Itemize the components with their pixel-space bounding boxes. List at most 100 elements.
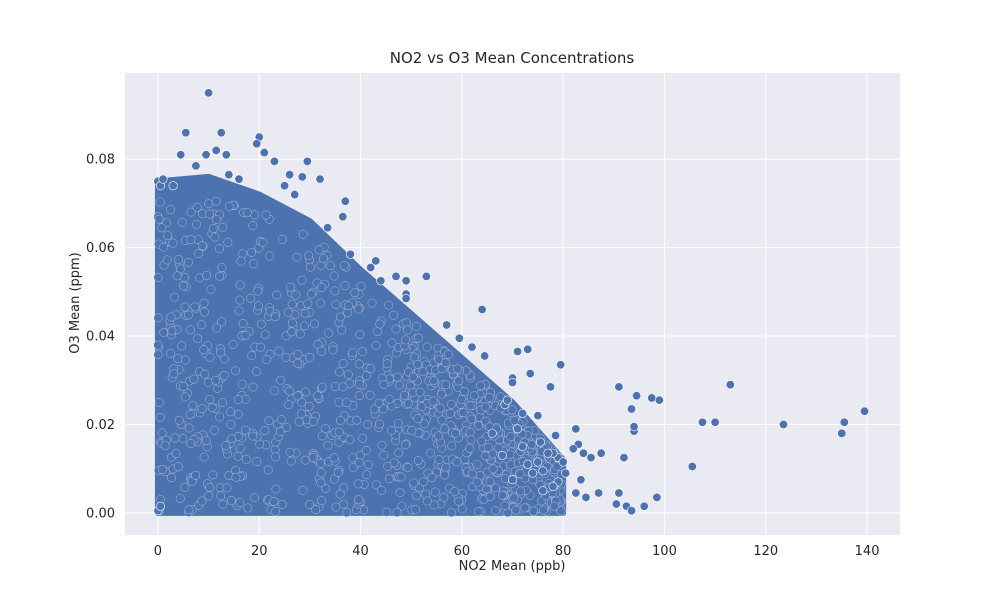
data-point [292, 252, 302, 262]
data-point [202, 270, 212, 280]
data-point [396, 472, 406, 482]
data-point [204, 88, 214, 98]
data-point [210, 425, 220, 435]
data-point [436, 389, 446, 399]
data-point [375, 419, 384, 429]
data-point [205, 209, 214, 219]
data-point [280, 181, 290, 191]
data-point [465, 427, 475, 437]
data-point [509, 493, 519, 503]
data-point [199, 345, 209, 355]
data-point [153, 350, 163, 360]
data-point [299, 321, 309, 331]
data-point [313, 391, 323, 401]
data-point [627, 506, 637, 516]
data-point [408, 372, 418, 382]
data-point [323, 440, 333, 450]
data-point [167, 473, 176, 482]
data-point [342, 508, 352, 518]
x-axis-ticks: 0 20 40 60 80 100 120 140 [154, 544, 880, 559]
data-point [282, 422, 291, 432]
data-point [300, 308, 310, 318]
data-point [397, 501, 407, 511]
data-point [339, 261, 349, 270]
data-point [221, 441, 231, 451]
data-point [217, 263, 227, 272]
data-point [269, 156, 279, 166]
data-point [505, 450, 515, 460]
data-point [179, 273, 189, 283]
x-tick-label: 20 [251, 544, 268, 559]
data-point [317, 283, 327, 293]
data-point [395, 488, 405, 498]
data-point [548, 481, 558, 491]
data-point [241, 454, 251, 464]
data-point [550, 501, 560, 511]
data-point [283, 307, 293, 317]
data-point [216, 491, 226, 501]
data-point [205, 394, 215, 404]
data-point [365, 363, 375, 373]
data-point [331, 300, 341, 310]
data-point [180, 302, 190, 312]
x-tick-label: 120 [753, 544, 778, 559]
data-point [252, 139, 262, 149]
data-point [170, 433, 180, 443]
data-point [338, 382, 348, 392]
data-point [493, 443, 503, 453]
data-point [271, 484, 281, 494]
grid-lines [125, 73, 900, 535]
data-point [297, 275, 307, 285]
data-point [227, 434, 237, 444]
data-point [627, 404, 637, 414]
data-point [175, 494, 185, 503]
data-point [271, 452, 281, 462]
data-point [186, 439, 196, 448]
data-point [241, 425, 250, 435]
data-point [472, 477, 482, 487]
data-point [399, 390, 409, 400]
data-point [413, 414, 423, 424]
data-point [277, 500, 287, 509]
data-point [353, 304, 363, 314]
data-point [224, 201, 234, 211]
data-point [443, 350, 453, 359]
data-point [451, 428, 461, 438]
data-point [367, 298, 377, 308]
data-point [154, 397, 164, 407]
data-point [551, 431, 561, 441]
data-point [295, 329, 305, 339]
data-point [246, 293, 256, 303]
data-point [354, 391, 364, 401]
data-point [413, 455, 423, 465]
data-point [181, 355, 190, 365]
data-point [221, 150, 231, 160]
data-point [330, 382, 340, 392]
data-point [208, 470, 218, 480]
data-point [488, 464, 498, 474]
data-point [263, 465, 273, 475]
data-point [480, 451, 490, 461]
data-point [252, 457, 262, 467]
y-tick-label: 0.06 [86, 241, 115, 256]
data-point [284, 400, 294, 410]
y-axis-ticks: 0.00 0.02 0.04 0.06 0.08 [86, 153, 115, 522]
data-point [384, 300, 394, 310]
data-point [157, 223, 167, 233]
data-point [235, 498, 245, 508]
data-point [166, 348, 175, 358]
data-point [305, 262, 315, 272]
data-point [446, 508, 456, 518]
data-point [371, 341, 381, 351]
data-point [502, 395, 512, 405]
data-point [348, 463, 358, 472]
data-point [417, 402, 427, 412]
data-point [484, 393, 494, 402]
data-point [180, 392, 190, 402]
data-point [442, 320, 452, 330]
data-point [317, 346, 327, 356]
data-point [317, 382, 327, 392]
data-point [293, 391, 303, 401]
data-point [435, 403, 445, 413]
data-point [233, 395, 243, 405]
